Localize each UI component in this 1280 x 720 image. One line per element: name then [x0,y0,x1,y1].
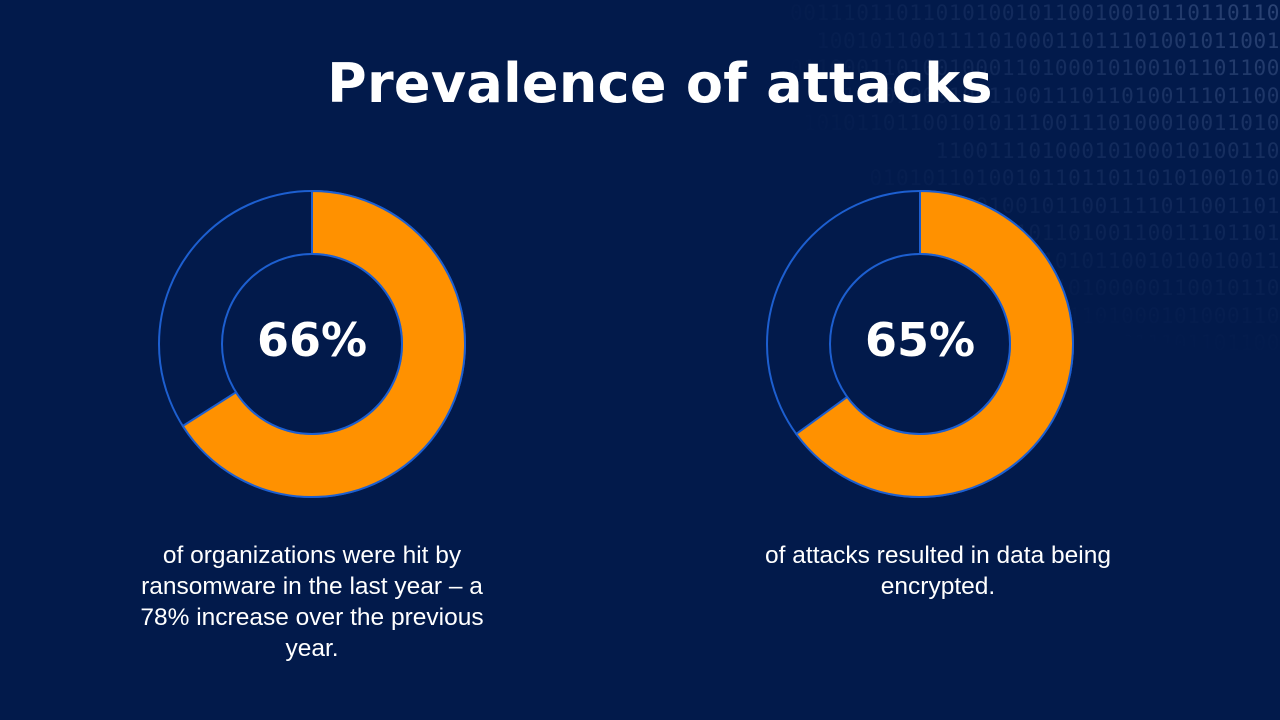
page-title: Prevalence of attacks [327,52,993,115]
percentage-label-data-encrypted: 65% [864,313,976,367]
donut-chart-data-encrypted [766,189,1074,498]
percentage-label-organizations-hit: 66% [256,313,368,367]
donut-hole [829,253,1011,435]
caption-organizations-hit: of organizations were hit by ransomware … [140,542,484,662]
donut-chart-organizations-hit [158,189,466,498]
donut-hole [221,253,403,435]
caption-data-encrypted: of attacks resulted in data being encryp… [765,542,1111,600]
